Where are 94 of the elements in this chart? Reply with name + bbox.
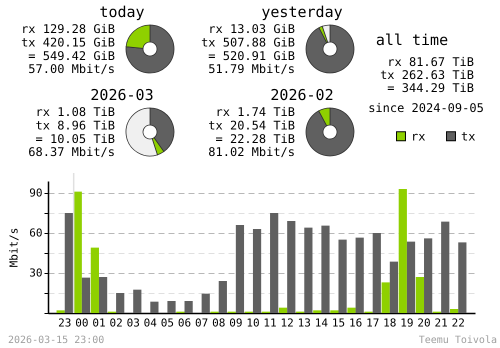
x-tick-label: 04 [144,316,158,330]
bar [218,281,227,313]
y-tick-label: 90 [29,186,42,200]
bar [372,233,381,313]
x-tick-label: 12 [280,316,294,330]
text: rx 1.74 TiB [216,105,295,119]
bar [416,277,424,313]
text: Teemu Toivola [418,335,497,346]
donut-slice [306,24,354,74]
x-tick-label: 21 [434,316,448,330]
bar [313,310,322,313]
x-tick-label: 13 [298,316,311,330]
x-tick-label: 06 [178,316,192,330]
x-tick-label: 00 [75,316,88,330]
x-tick-label: 16 [348,316,362,330]
bar [202,294,210,313]
text: rx 1.08 TiB [36,105,115,119]
text: tx 262.63 TiB [380,68,474,82]
x-tick-label: 05 [160,316,174,330]
bar [338,240,347,313]
x-tick-label: 17 [366,316,380,330]
bar [56,310,65,313]
donut-slice [306,108,354,156]
bar [167,301,176,313]
text: = 344.29 TiB [387,81,474,95]
donut-slice [126,24,174,74]
text: rx 13.03 GiB [208,22,295,36]
x-tick-label: 23 [58,316,72,330]
bar [382,282,390,313]
bar [441,222,450,313]
chart-title: 2026-03 [90,86,154,104]
text: rx 129.28 GiB [21,22,115,36]
text: tx 20.54 TiB [208,118,295,132]
bar [424,238,432,313]
x-tick-label: 14 [314,316,328,330]
x-tick-label: 19 [400,316,414,330]
bar [270,213,278,313]
bar [90,248,99,313]
text: 2026-03-15 23:00 [8,335,104,346]
x-tick-label: 11 [263,316,277,330]
chart-title: yesterday [261,3,343,21]
bar [82,278,90,313]
x-tick-label: 08 [212,316,226,330]
bar [64,213,73,313]
bar [347,308,356,313]
text: all time [376,31,448,49]
text: tx 507.88 GiB [201,35,295,50]
text: 57.00 Mbit/s [28,62,115,76]
bar [184,301,193,313]
chart-title: today [99,3,145,21]
text: tx 8.96 TiB [36,118,115,132]
bar [406,242,416,313]
x-tick-label: 20 [417,316,431,330]
text: tx 420.15 GiB [21,35,115,50]
x-tick-label: 10 [246,316,260,330]
bar [98,277,108,313]
x-tick-label: 18 [383,316,396,330]
text: = 520.91 GiB [208,48,295,63]
x-tick-label: 03 [126,316,140,330]
x-tick-label: 09 [229,316,242,330]
bar [116,293,124,313]
text: = 10.05 TiB [36,132,115,146]
y-tick-label: 60 [29,226,42,240]
legend-label: tx [461,129,476,144]
x-tick-label: 01 [92,316,106,330]
bar [304,228,312,313]
x-tick-label: 22 [452,316,465,330]
text: 81.02 Mbit/s [208,145,295,160]
x-tick-label: 15 [332,316,346,330]
bar [321,226,330,313]
bar [287,221,296,313]
y-tick-label: 30 [29,266,42,280]
bar [450,309,458,313]
legend-label: rx [411,129,426,144]
bar [390,262,398,313]
y-axis-title: Mbit/s [7,228,20,268]
bar [252,229,262,313]
bar [458,242,466,313]
text: 68.37 Mbit/s [28,145,115,160]
bar [278,308,288,313]
text: = 22.28 TiB [216,132,295,146]
bar [330,310,338,313]
bar [150,302,159,313]
text: since 2024-09-05 [368,101,484,115]
bar [356,238,364,313]
x-tick-label: 07 [195,316,208,330]
x-tick-label: 02 [109,316,123,330]
text: = 549.42 GiB [28,48,115,63]
text: rx 81.67 TiB [387,55,474,69]
bar [133,290,142,313]
chart-title: 2026-02 [270,86,334,104]
bar [236,225,244,313]
bar [398,189,407,313]
text: 51.79 Mbit/s [208,62,295,76]
